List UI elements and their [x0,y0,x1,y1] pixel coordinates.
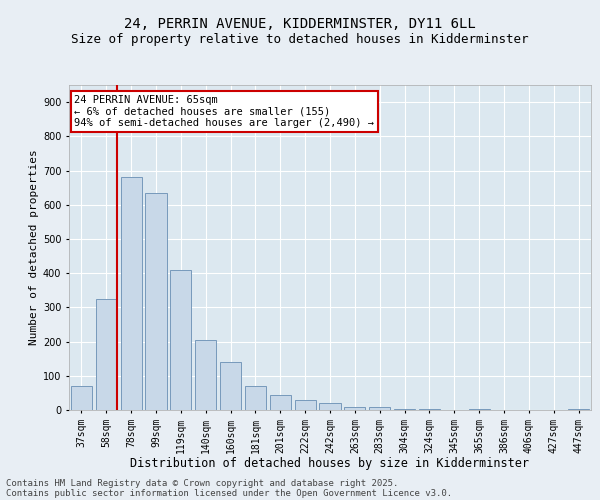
Bar [469,409,490,410]
Bar [295,400,316,410]
Text: 24 PERRIN AVENUE: 65sqm
← 6% of detached houses are smaller (155)
94% of semi-de: 24 PERRIN AVENUE: 65sqm ← 6% of detached… [74,94,374,128]
Bar [344,406,365,410]
Bar [170,270,191,410]
Bar [369,408,390,410]
Text: Contains HM Land Registry data © Crown copyright and database right 2025.: Contains HM Land Registry data © Crown c… [6,478,398,488]
Bar [419,409,440,410]
Bar [96,299,117,410]
Y-axis label: Number of detached properties: Number of detached properties [29,150,38,346]
Bar [568,409,589,410]
Bar [220,362,241,410]
Bar [145,193,167,410]
Bar [195,340,216,410]
Text: Size of property relative to detached houses in Kidderminster: Size of property relative to detached ho… [71,32,529,46]
Bar [245,386,266,410]
Bar [394,408,415,410]
Bar [270,394,291,410]
X-axis label: Distribution of detached houses by size in Kidderminster: Distribution of detached houses by size … [131,457,530,470]
Text: Contains public sector information licensed under the Open Government Licence v3: Contains public sector information licen… [6,488,452,498]
Text: 24, PERRIN AVENUE, KIDDERMINSTER, DY11 6LL: 24, PERRIN AVENUE, KIDDERMINSTER, DY11 6… [124,18,476,32]
Bar [121,178,142,410]
Bar [319,403,341,410]
Bar [71,386,92,410]
